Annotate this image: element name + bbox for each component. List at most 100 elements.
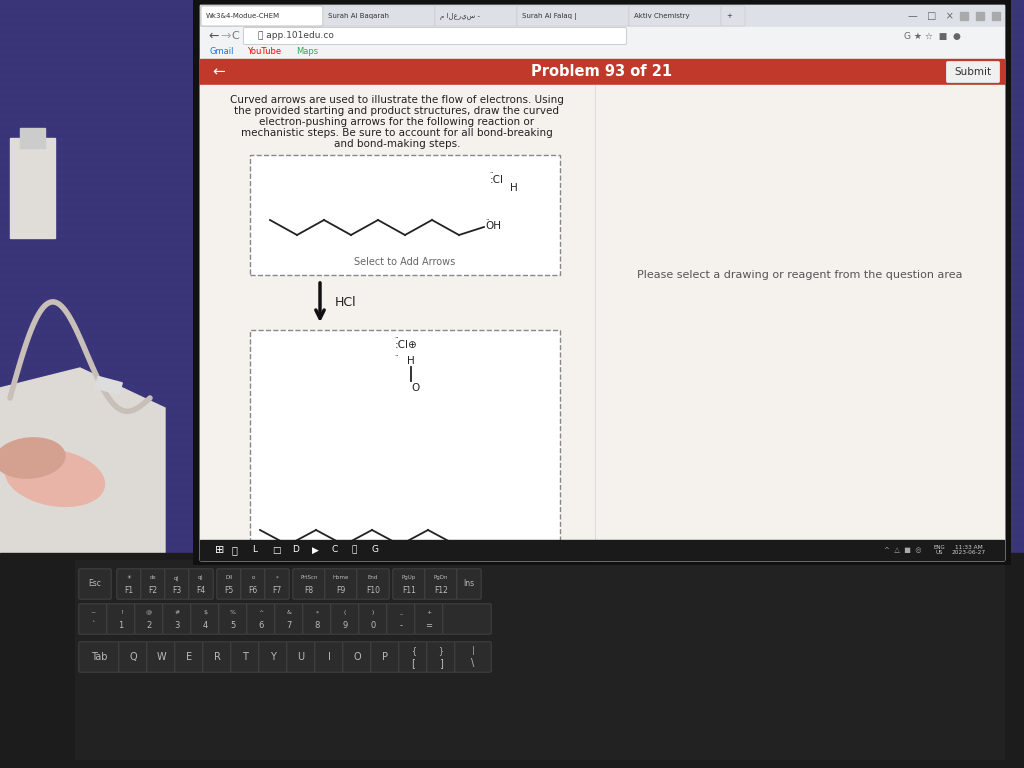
Bar: [200, 540, 1004, 560]
Bar: [0, 553, 1024, 768]
Text: o: o: [251, 575, 255, 581]
FancyBboxPatch shape: [141, 569, 165, 599]
Text: Surah Al Falaq |: Surah Al Falaq |: [522, 12, 577, 19]
Text: L: L: [252, 545, 257, 554]
Text: F3: F3: [172, 586, 181, 594]
Text: {: {: [411, 647, 416, 655]
Text: C: C: [231, 31, 239, 41]
FancyBboxPatch shape: [135, 604, 163, 634]
FancyBboxPatch shape: [517, 6, 629, 26]
Text: the provided starting and product structures, draw the curved: the provided starting and product struct…: [234, 106, 559, 116]
FancyBboxPatch shape: [442, 604, 492, 634]
Text: ): ): [372, 611, 374, 615]
Text: Gmail: Gmail: [210, 48, 234, 57]
Text: Q: Q: [129, 652, 137, 662]
Text: Curved arrows are used to illustrate the flow of electrons. Using: Curved arrows are used to illustrate the…: [230, 95, 564, 105]
Text: ENG
US: ENG US: [933, 545, 945, 555]
Text: Maps: Maps: [296, 48, 318, 57]
Bar: [250, 155, 560, 275]
Text: Esc: Esc: [88, 580, 101, 588]
Bar: [75, 560, 1005, 760]
Text: _: _: [399, 611, 402, 615]
Text: م العريس -: م العريس -: [440, 12, 480, 19]
FancyBboxPatch shape: [356, 569, 389, 599]
Text: +: +: [426, 611, 432, 615]
Bar: [200, 45, 1004, 59]
Text: F2: F2: [148, 586, 158, 594]
FancyBboxPatch shape: [371, 642, 399, 672]
Text: ^: ^: [258, 611, 263, 615]
Text: Aktiv Chemistry: Aktiv Chemistry: [634, 13, 692, 19]
Ellipse shape: [0, 438, 65, 478]
Bar: [193, 0, 1011, 565]
Bar: [200, 59, 1004, 85]
Text: DII: DII: [225, 575, 232, 581]
Text: *: *: [315, 611, 318, 615]
Text: O: O: [353, 652, 360, 662]
Text: I: I: [328, 652, 331, 662]
Text: YouTube: YouTube: [248, 48, 282, 57]
Text: F8: F8: [304, 586, 313, 594]
FancyBboxPatch shape: [203, 642, 231, 672]
Text: #: #: [174, 611, 179, 615]
Text: (: (: [344, 611, 346, 615]
Text: @: @: [146, 611, 152, 615]
FancyBboxPatch shape: [244, 28, 627, 45]
Text: ~: ~: [90, 611, 95, 615]
Text: C: C: [332, 545, 338, 554]
Text: *: *: [275, 575, 279, 581]
FancyBboxPatch shape: [287, 642, 315, 672]
Text: ..: ..: [485, 215, 489, 221]
Ellipse shape: [5, 449, 104, 506]
Text: Problem 93 of 21: Problem 93 of 21: [531, 65, 673, 80]
Text: U: U: [297, 652, 304, 662]
Text: q): q): [199, 575, 204, 581]
FancyBboxPatch shape: [79, 569, 112, 599]
FancyBboxPatch shape: [425, 569, 457, 599]
Text: 5: 5: [230, 621, 236, 630]
FancyBboxPatch shape: [201, 6, 323, 26]
Text: F7: F7: [272, 586, 282, 594]
Polygon shape: [0, 368, 165, 568]
Text: -: -: [399, 621, 402, 630]
FancyBboxPatch shape: [247, 604, 275, 634]
FancyBboxPatch shape: [146, 642, 175, 672]
FancyBboxPatch shape: [323, 6, 435, 26]
Text: Home: Home: [333, 575, 349, 581]
Text: 🔒 app.101edu.co: 🔒 app.101edu.co: [258, 31, 334, 41]
Text: Tab: Tab: [91, 652, 108, 662]
Text: [: [: [411, 658, 415, 668]
FancyBboxPatch shape: [387, 604, 415, 634]
Text: D: D: [292, 545, 299, 554]
Bar: [200, 59, 1004, 560]
Text: F5: F5: [224, 586, 233, 594]
Text: R: R: [214, 652, 220, 662]
FancyBboxPatch shape: [393, 569, 425, 599]
Text: Surah Al Baqarah: Surah Al Baqarah: [328, 13, 389, 19]
FancyBboxPatch shape: [188, 569, 213, 599]
FancyBboxPatch shape: [358, 604, 387, 634]
Text: F4: F4: [197, 586, 206, 594]
Bar: [95, 376, 122, 395]
Text: 9: 9: [342, 621, 347, 630]
Text: □: □: [272, 545, 281, 554]
FancyBboxPatch shape: [427, 642, 456, 672]
FancyBboxPatch shape: [331, 604, 359, 634]
Text: 0: 0: [371, 621, 376, 630]
Text: O: O: [411, 383, 419, 393]
Text: PgDn: PgDn: [434, 575, 449, 581]
Text: !: !: [120, 611, 122, 615]
Text: →: →: [220, 29, 230, 42]
Text: Please select a drawing or reagent from the question area: Please select a drawing or reagent from …: [637, 270, 963, 280]
Bar: [200, 27, 1004, 45]
FancyBboxPatch shape: [217, 569, 242, 599]
FancyBboxPatch shape: [721, 6, 745, 26]
Text: F11: F11: [402, 586, 416, 594]
Text: F1: F1: [125, 586, 133, 594]
Text: G ★ ☆  ■  ●: G ★ ☆ ■ ●: [904, 31, 961, 41]
Text: }: }: [438, 647, 443, 655]
Text: |: |: [472, 647, 474, 655]
Text: ..: ..: [489, 168, 494, 174]
FancyBboxPatch shape: [79, 642, 119, 672]
Text: dx: dx: [150, 575, 157, 581]
